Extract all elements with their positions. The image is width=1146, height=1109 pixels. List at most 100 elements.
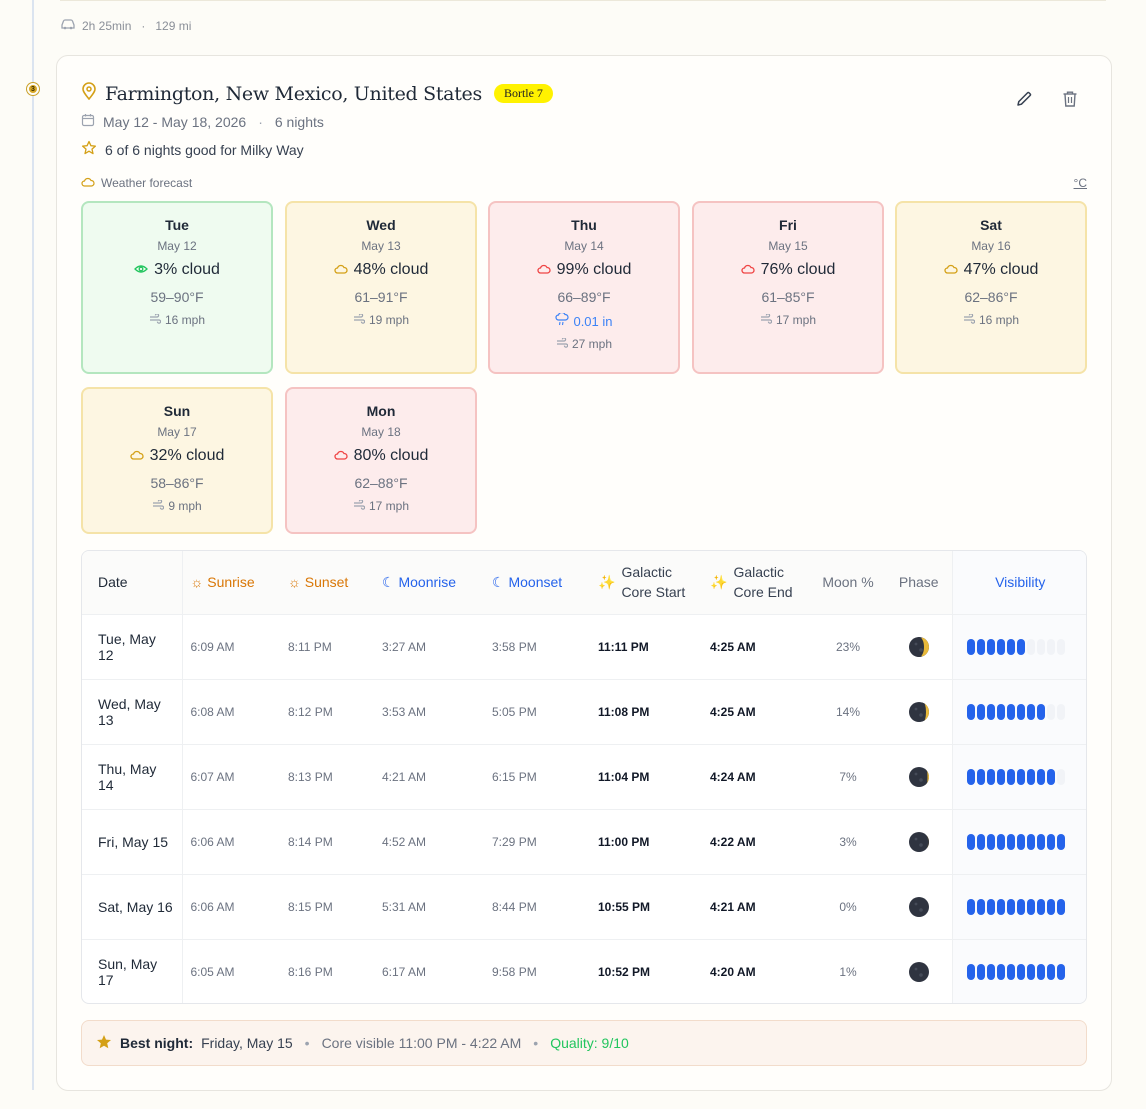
drive-distance: 129 mi — [155, 18, 192, 33]
col-galactic-core-start[interactable]: ✨ Galactic Core Start — [598, 564, 686, 601]
wind-icon — [963, 313, 976, 327]
weather-day-card[interactable]: Thu May 14 99% cloud 66–89°F 0.01 in 27 … — [488, 201, 680, 374]
moon-phase-icon — [894, 766, 944, 788]
wind-value: 16 mph — [164, 313, 206, 327]
separator: • — [533, 1035, 539, 1051]
cell-date: Thu, May 14 — [82, 744, 183, 809]
cell-gc-start: 11:04 PM — [598, 769, 650, 784]
location-title: Farmington, New Mexico, United States — [105, 82, 482, 105]
weather-day: Tue — [165, 217, 189, 233]
visibility-bar-segment — [1056, 898, 1065, 915]
weather-cloud: 47% cloud — [897, 261, 1085, 279]
cell-moon-percent: 14% — [835, 704, 861, 719]
col-sunrise[interactable]: ☼ Sunrise — [190, 574, 255, 591]
calendar-icon — [81, 113, 95, 130]
cloud-icon — [334, 261, 348, 279]
visibility-bar-segment — [996, 963, 1005, 980]
sun-icon: ☼ — [190, 574, 204, 591]
visibility-bar-segment — [1006, 768, 1015, 785]
cell-phase — [886, 939, 952, 1003]
visibility-meter — [961, 898, 1081, 915]
edit-button[interactable] — [1013, 90, 1035, 112]
location-card: Farmington, New Mexico, United States Bo… — [56, 55, 1112, 1091]
cell-sunset: 8:13 PM — [288, 769, 333, 784]
cell-phase — [886, 744, 952, 809]
visibility-bar-segment — [966, 703, 975, 720]
col-date[interactable]: Date — [82, 551, 183, 614]
cell-gc-end: 4:24 AM — [710, 769, 756, 784]
moon-phase-icon — [894, 831, 944, 853]
date-range: May 12 - May 18, 2026 — [103, 113, 247, 130]
cell-phase — [886, 874, 952, 939]
col-phase[interactable]: Phase — [898, 574, 939, 591]
visibility-bar-segment — [986, 703, 995, 720]
weather-day-card[interactable]: Wed May 13 48% cloud 61–91°F 19 mph — [285, 201, 477, 374]
cell-sunrise: 6:05 AM — [190, 964, 235, 979]
temperature-unit-toggle[interactable]: °C — [1073, 176, 1087, 190]
cell-visibility — [951, 874, 1086, 939]
weather-temp: 62–88°F — [354, 475, 408, 491]
weather-cloud: 32% cloud — [83, 447, 271, 465]
weather-day-card[interactable]: Sun May 17 32% cloud 58–86°F 9 mph — [81, 387, 273, 534]
weather-day-card[interactable]: Mon May 18 80% cloud 62–88°F 17 mph — [285, 387, 477, 534]
weather-wind: 16 mph — [83, 313, 271, 327]
best-night-quality: Quality: 9/10 — [550, 1035, 629, 1051]
cell-moonset: 6:15 PM — [492, 769, 537, 784]
visibility-bar-segment — [986, 833, 995, 850]
col-visibility[interactable]: Visibility — [951, 551, 1086, 614]
visibility-bar-segment — [966, 898, 975, 915]
weather-cloud: 76% cloud — [694, 261, 882, 279]
weather-temp: 61–91°F — [354, 289, 408, 305]
cell-gc-start: 11:11 PM — [598, 639, 649, 654]
visibility-bar-segment — [986, 638, 995, 655]
weather-day-card[interactable]: Tue May 12 3% cloud 59–90°F 16 mph — [81, 201, 273, 374]
cell-phase — [886, 809, 952, 874]
cloud-icon — [130, 447, 144, 465]
table-header-row: Date ☼ Sunrise ☼ Sunset ☾ Moonrise ☾ — [82, 551, 1086, 614]
weather-wind: 17 mph — [287, 499, 475, 513]
weather-temp: 62–86°F — [964, 289, 1018, 305]
cell-gc-end: 4:21 AM — [710, 899, 756, 914]
table-row: Thu, May 14 6:07 AM 8:13 PM 4:21 AM 6:15… — [82, 744, 1086, 809]
visibility-meter — [961, 833, 1081, 850]
delete-button[interactable] — [1059, 90, 1081, 112]
cell-gc-end: 4:25 AM — [710, 639, 756, 654]
visibility-bar-segment — [976, 638, 985, 655]
cell-sunrise: 6:09 AM — [190, 639, 235, 654]
cell-gc-start: 11:08 PM — [598, 704, 650, 719]
night-details-table: Date ☼ Sunrise ☼ Sunset ☾ Moonrise ☾ — [81, 550, 1087, 1004]
visibility-bar-segment — [986, 963, 995, 980]
visibility-bar-segment — [976, 703, 985, 720]
col-moonset[interactable]: ☾ Moonset — [492, 573, 563, 590]
divider — [60, 0, 1106, 1]
visibility-bar-segment — [966, 833, 975, 850]
weather-day-card[interactable]: Fri May 15 76% cloud 61–85°F 17 mph — [692, 201, 884, 374]
visibility-bar-segment — [1046, 833, 1055, 850]
wind-icon — [149, 313, 162, 327]
col-galactic-core-end[interactable]: ✨ Galactic Core End — [710, 564, 793, 601]
sparkles-icon: ✨ — [598, 574, 616, 591]
cloud-cover-value: 76% cloud — [760, 261, 836, 278]
cell-visibility — [951, 614, 1086, 679]
col-moonrise[interactable]: ☾ Moonrise — [382, 573, 457, 590]
best-night-banner: Best night: Friday, May 15 • Core visibl… — [81, 1020, 1087, 1066]
visibility-bar-segment — [1046, 768, 1055, 785]
col-moon-percent[interactable]: Moon % — [822, 574, 874, 591]
cell-moon-percent: 7% — [839, 769, 857, 784]
weather-temp: 61–85°F — [761, 289, 815, 305]
cell-date: Sun, May 17 — [82, 939, 183, 1003]
weather-day: Wed — [366, 217, 396, 233]
col-sunset[interactable]: ☼ Sunset — [288, 574, 349, 591]
cell-visibility — [951, 939, 1086, 1003]
bortle-badge: Bortle 7 — [493, 84, 553, 103]
visibility-meter — [961, 703, 1081, 720]
visibility-bar-segment — [1006, 833, 1015, 850]
cell-visibility — [951, 809, 1086, 874]
cell-date: Wed, May 13 — [82, 679, 183, 744]
cell-sunset: 8:16 PM — [288, 964, 333, 979]
timeline-line — [32, 0, 34, 1090]
wind-value: 16 mph — [978, 313, 1020, 327]
visibility-bar-segment — [976, 898, 985, 915]
visibility-bar-segment — [1036, 833, 1045, 850]
weather-day-card[interactable]: Sat May 16 47% cloud 62–86°F 16 mph — [895, 201, 1087, 374]
